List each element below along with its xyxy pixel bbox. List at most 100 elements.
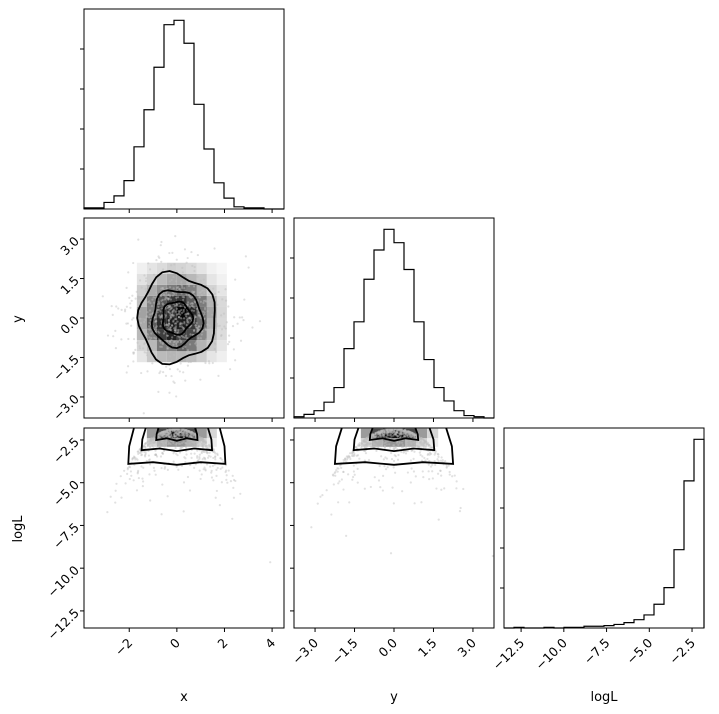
sample-point (398, 428, 401, 431)
sample-point (163, 432, 166, 436)
sample-point (371, 434, 374, 437)
sample-point (362, 440, 365, 443)
sample-point (348, 455, 351, 458)
sample-point (149, 338, 152, 341)
sample-point (394, 432, 397, 436)
sample-point (189, 434, 192, 437)
sample-point (161, 431, 164, 434)
sample-point (176, 436, 179, 439)
sample-point (383, 433, 386, 436)
sample-point (168, 367, 172, 371)
sample-point (173, 428, 176, 431)
sample-point (402, 431, 406, 434)
sample-point (166, 431, 169, 434)
sample-point (145, 354, 149, 357)
sample-point (407, 431, 410, 434)
sample-point (374, 431, 378, 434)
sample-point (167, 433, 170, 436)
sample-point (403, 429, 407, 432)
sample-point (158, 302, 161, 306)
panel-frame (83, 8, 285, 210)
sample-point (411, 433, 414, 436)
sample-point (132, 351, 135, 354)
sample-point (162, 436, 166, 439)
sample-point (352, 464, 355, 467)
sample-point (169, 428, 172, 432)
sample-point (405, 430, 408, 434)
sample-point (374, 433, 377, 436)
sample-point (387, 431, 390, 435)
sample-point (149, 439, 152, 442)
sample-point (166, 430, 169, 433)
sample-point (201, 438, 205, 441)
sample-point (174, 329, 177, 332)
sample-point (190, 441, 194, 444)
sample-point (405, 440, 408, 443)
sample-point (434, 450, 437, 453)
sample-point (148, 328, 151, 331)
sample-point (186, 303, 189, 306)
sample-point (157, 433, 160, 436)
sample-point (182, 298, 185, 301)
sample-point (384, 440, 388, 444)
sample-point (176, 428, 179, 431)
sample-point (208, 451, 211, 454)
sample-point (411, 432, 414, 435)
sample-point (342, 488, 345, 491)
sample-point (160, 287, 163, 290)
density-cell (156, 306, 167, 318)
sample-point (405, 442, 408, 445)
sample-point (129, 302, 132, 305)
sample-point (164, 441, 167, 444)
sample-point (171, 314, 174, 317)
sample-point (150, 437, 154, 440)
density-cell (196, 329, 207, 341)
sample-point (363, 487, 366, 490)
sample-point (247, 266, 250, 269)
sample-point (205, 450, 208, 453)
sample-point (231, 517, 234, 520)
sample-point (193, 290, 196, 293)
sample-point (163, 430, 167, 433)
sample-point (381, 442, 384, 445)
sample-point (172, 287, 175, 290)
sample-point (166, 433, 170, 436)
sample-point (371, 433, 374, 436)
sample-point (184, 441, 187, 445)
sample-point (437, 459, 440, 463)
density-cell (216, 273, 227, 285)
sample-point (147, 262, 150, 265)
density-cell (416, 438, 428, 447)
sample-point (225, 478, 228, 481)
sample-point (427, 470, 430, 473)
density-cell (136, 351, 147, 363)
sample-point (413, 434, 416, 437)
sample-point (174, 326, 177, 330)
density-cell (146, 340, 157, 352)
sample-point (388, 434, 391, 437)
density-cell (196, 340, 207, 352)
sample-point (412, 457, 415, 461)
sample-point (214, 456, 217, 459)
sample-point (431, 463, 434, 466)
panel-content (310, 428, 494, 558)
sample-point (178, 338, 182, 342)
sample-point (146, 327, 150, 330)
sample-point (420, 443, 423, 446)
sample-point (376, 439, 379, 442)
sample-point (376, 431, 379, 434)
sample-point (406, 434, 409, 437)
sample-point (377, 430, 380, 433)
sample-point (182, 434, 185, 437)
sample-point (202, 301, 205, 305)
sample-point (190, 436, 193, 439)
sample-point (382, 458, 385, 461)
sample-point (139, 451, 142, 454)
sample-point (183, 429, 186, 432)
sample-point (419, 437, 422, 441)
sample-point (144, 445, 147, 448)
sample-point (182, 326, 185, 330)
sample-point (198, 291, 201, 294)
sample-point (145, 315, 148, 318)
sample-point (403, 429, 406, 432)
